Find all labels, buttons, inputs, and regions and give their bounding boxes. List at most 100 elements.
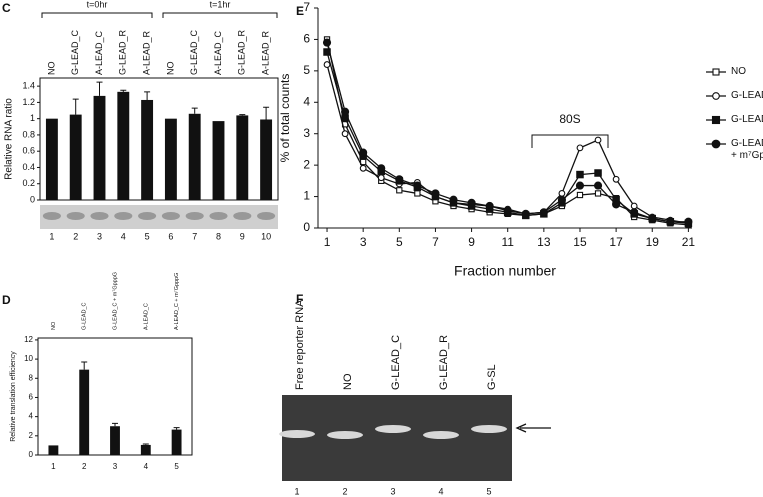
lane-number: 1 <box>49 231 54 241</box>
gel-band <box>138 212 157 220</box>
legend-label: G-LEAD_R <box>731 114 763 125</box>
series-line <box>326 42 689 223</box>
error-bar <box>96 81 103 96</box>
gel-band <box>161 212 180 220</box>
series-line <box>326 51 689 224</box>
error-bar <box>112 422 118 427</box>
y-tick-label: 5 <box>303 63 310 77</box>
bar <box>188 113 201 200</box>
y-tick-label: 0 <box>303 220 310 234</box>
y-tick-label: 0.6 <box>22 146 35 156</box>
gel-band <box>90 212 109 220</box>
lane-label: G-LEAD_C <box>390 335 402 390</box>
x-tick-label: 3 <box>360 235 367 249</box>
marker <box>684 217 693 226</box>
category-label: A-LEAD_R <box>141 30 151 75</box>
bar <box>212 121 225 200</box>
y-tick-label: 1.2 <box>22 97 35 107</box>
lane-number: 2 <box>73 231 78 241</box>
annotation: 80S <box>559 112 580 126</box>
annotation-bracket <box>531 134 609 148</box>
category-label: G-LEAD_C <box>189 29 199 75</box>
category-label: A-LEAD_R <box>260 30 270 75</box>
category-label: NO <box>46 62 56 76</box>
group-label: t=1hr <box>210 0 231 9</box>
panel-label: E <box>296 4 304 18</box>
marker <box>414 190 421 197</box>
gel-band <box>327 431 363 439</box>
x-tick-label: 17 <box>609 235 623 249</box>
marker <box>558 190 566 197</box>
lane-label: G-SL <box>486 364 498 390</box>
y-tick-label: 2 <box>303 157 310 171</box>
y-axis-label: Relative RNA ratio <box>4 98 15 180</box>
lane-number: 4 <box>438 486 443 496</box>
marker <box>712 68 720 76</box>
marker <box>711 139 721 149</box>
series-line <box>326 64 689 224</box>
category-label: A-LEAD_C <box>94 30 104 75</box>
y-axis-label: % of total counts <box>278 74 292 163</box>
y-tick-label: 1 <box>303 189 310 203</box>
x-tick-label: 13 <box>537 235 551 249</box>
marker <box>323 48 331 56</box>
y-tick-label: 4 <box>29 412 34 421</box>
x-tick-label: 1 <box>324 235 331 249</box>
y-tick-label: 10 <box>24 354 33 363</box>
y-tick-label: 3 <box>303 126 310 140</box>
bar <box>110 426 120 455</box>
lane-label: G-LEAD_R <box>438 335 450 390</box>
lane-number: 6 <box>168 231 173 241</box>
gel-band <box>279 430 315 438</box>
marker <box>576 170 584 179</box>
marker <box>467 198 476 207</box>
marker <box>593 181 603 190</box>
x-tick-label: 7 <box>432 235 439 249</box>
error-bar <box>144 91 151 100</box>
marker <box>594 190 602 197</box>
gel-band <box>66 212 85 220</box>
x-tick-label: 11 <box>501 235 514 249</box>
lane-label: NO <box>342 373 354 390</box>
marker <box>521 209 530 218</box>
lane-label: Free reporter RNA <box>294 299 306 390</box>
error-bar <box>173 427 180 430</box>
marker <box>341 130 349 138</box>
bar <box>260 119 273 200</box>
y-axis-label: Relative translation efficiency <box>10 351 17 442</box>
y-tick-label: 0.2 <box>22 178 35 188</box>
lane-number: 4 <box>121 231 126 241</box>
legend-label: NO <box>731 66 746 77</box>
bar <box>93 95 106 200</box>
x-tick-label: 21 <box>682 235 696 249</box>
bar <box>141 99 154 200</box>
y-tick-label: 1 <box>30 113 35 123</box>
x-tick-label: 5 <box>396 235 403 249</box>
bar <box>48 445 59 455</box>
error-bar <box>142 443 149 445</box>
bar <box>117 91 130 200</box>
error-bar <box>239 114 246 116</box>
lane-number: 3 <box>97 231 102 241</box>
lane-number: 10 <box>261 231 271 241</box>
lane-number: 5 <box>174 462 179 471</box>
panel-label: F <box>296 292 303 306</box>
legend-label: G-LEAD_C <box>731 90 763 101</box>
marker <box>323 61 331 68</box>
category-label: NO <box>51 321 57 330</box>
lane-number: 9 <box>240 231 245 241</box>
x-axis-label: Fraction number <box>454 263 556 279</box>
axes <box>317 8 692 229</box>
y-tick-label: 0 <box>30 194 35 204</box>
legend-label: G-LEAD_C + m⁷GpppG <box>731 138 763 161</box>
y-tick-label: 2 <box>29 431 34 440</box>
error-bar <box>81 361 88 370</box>
category-label: G-LEAD_R <box>237 29 247 75</box>
gel-band <box>185 212 204 220</box>
gel-band <box>257 212 276 220</box>
lane-number: 3 <box>390 486 395 496</box>
marker <box>431 189 440 198</box>
marker <box>575 181 585 190</box>
